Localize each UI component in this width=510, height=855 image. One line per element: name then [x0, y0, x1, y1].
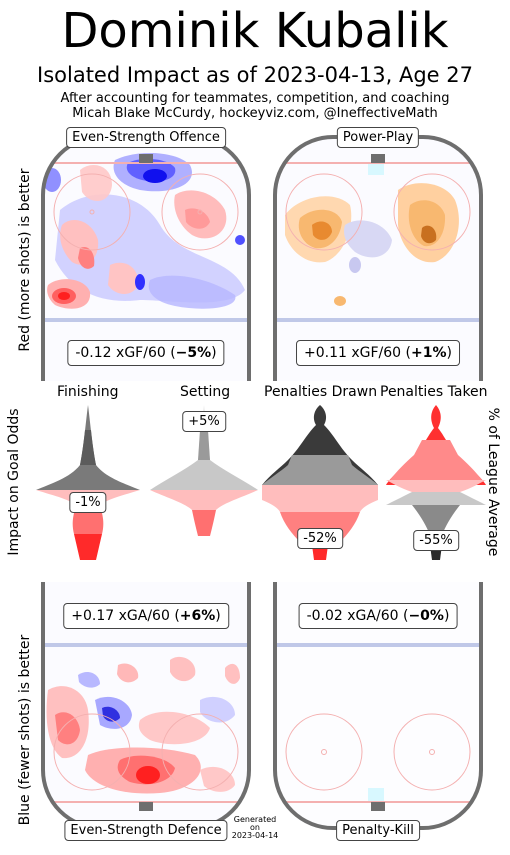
axis-label-offence: Red (more shots) is better — [17, 168, 33, 352]
axis-label-goal-odds: Impact on Goal Odds — [6, 408, 22, 556]
stat-pct: +1% — [411, 345, 447, 361]
stat-unit: xGA/60 — [118, 608, 170, 624]
violin-title-setting: Setting — [180, 384, 231, 400]
stat-even-strength-defence: +0.17 xGA/60 (+6%) — [63, 603, 229, 629]
panel-title-even-strength-offence: Even-Strength Offence — [66, 127, 226, 148]
page-title: Dominik Kubalik — [61, 3, 449, 59]
stat-unit: xGF/60 — [116, 345, 166, 361]
stat-value: +0.11 — [304, 345, 347, 361]
stat-unit: xGA/60 — [347, 608, 399, 624]
axis-label-league-average: % of League Average — [485, 407, 501, 557]
method-note: After accounting for teammates, competit… — [60, 91, 450, 106]
stat-even-strength-offence: -0.12 xGF/60 (−5%) — [67, 340, 225, 366]
panel-title-even-strength-defence: Even-Strength Defence — [64, 820, 228, 841]
stat-pct: −0% — [408, 608, 444, 624]
panel-title-power-play: Power-Play — [336, 127, 420, 148]
stat-value: -0.02 — [306, 608, 343, 624]
stat-pct: −5% — [175, 345, 212, 361]
violin-title-finishing: Finishing — [57, 384, 119, 400]
violin-penalties-drawn — [262, 405, 378, 560]
stat-penalty-kill: -0.02 xGA/60 (−0%) — [298, 603, 458, 629]
violin-value-penalties-drawn: -52% — [297, 528, 343, 549]
violin-title-penalties-drawn: Penalties Drawn — [264, 384, 378, 400]
axis-label-defence: Blue (fewer shots) is better — [17, 634, 33, 826]
stat-power-play: +0.11 xGF/60 (+1%) — [296, 340, 460, 366]
violin-value-penalties-taken: -55% — [413, 530, 459, 551]
credit-note: Micah Blake McCurdy, hockeyviz.com, @Ine… — [72, 106, 438, 121]
violin-setting — [150, 405, 258, 536]
stat-unit: xGF/60 — [351, 345, 402, 361]
violin-value-finishing: -1% — [69, 492, 107, 513]
stat-value: +0.17 — [71, 608, 115, 624]
stat-pct: +6% — [179, 608, 216, 624]
violin-value-setting: +5% — [182, 411, 226, 432]
page-subtitle: Isolated Impact as of 2023-04-13, Age 27 — [37, 63, 473, 87]
violin-penalties-taken — [386, 405, 486, 560]
panel-title-penalty-kill: Penalty-Kill — [336, 820, 420, 841]
stat-value: -0.12 — [75, 345, 112, 361]
violin-title-penalties-taken: Penalties Taken — [380, 384, 488, 400]
generated-stamp: Generated on 2023-04-14 — [231, 815, 279, 840]
violin-finishing — [36, 405, 140, 560]
